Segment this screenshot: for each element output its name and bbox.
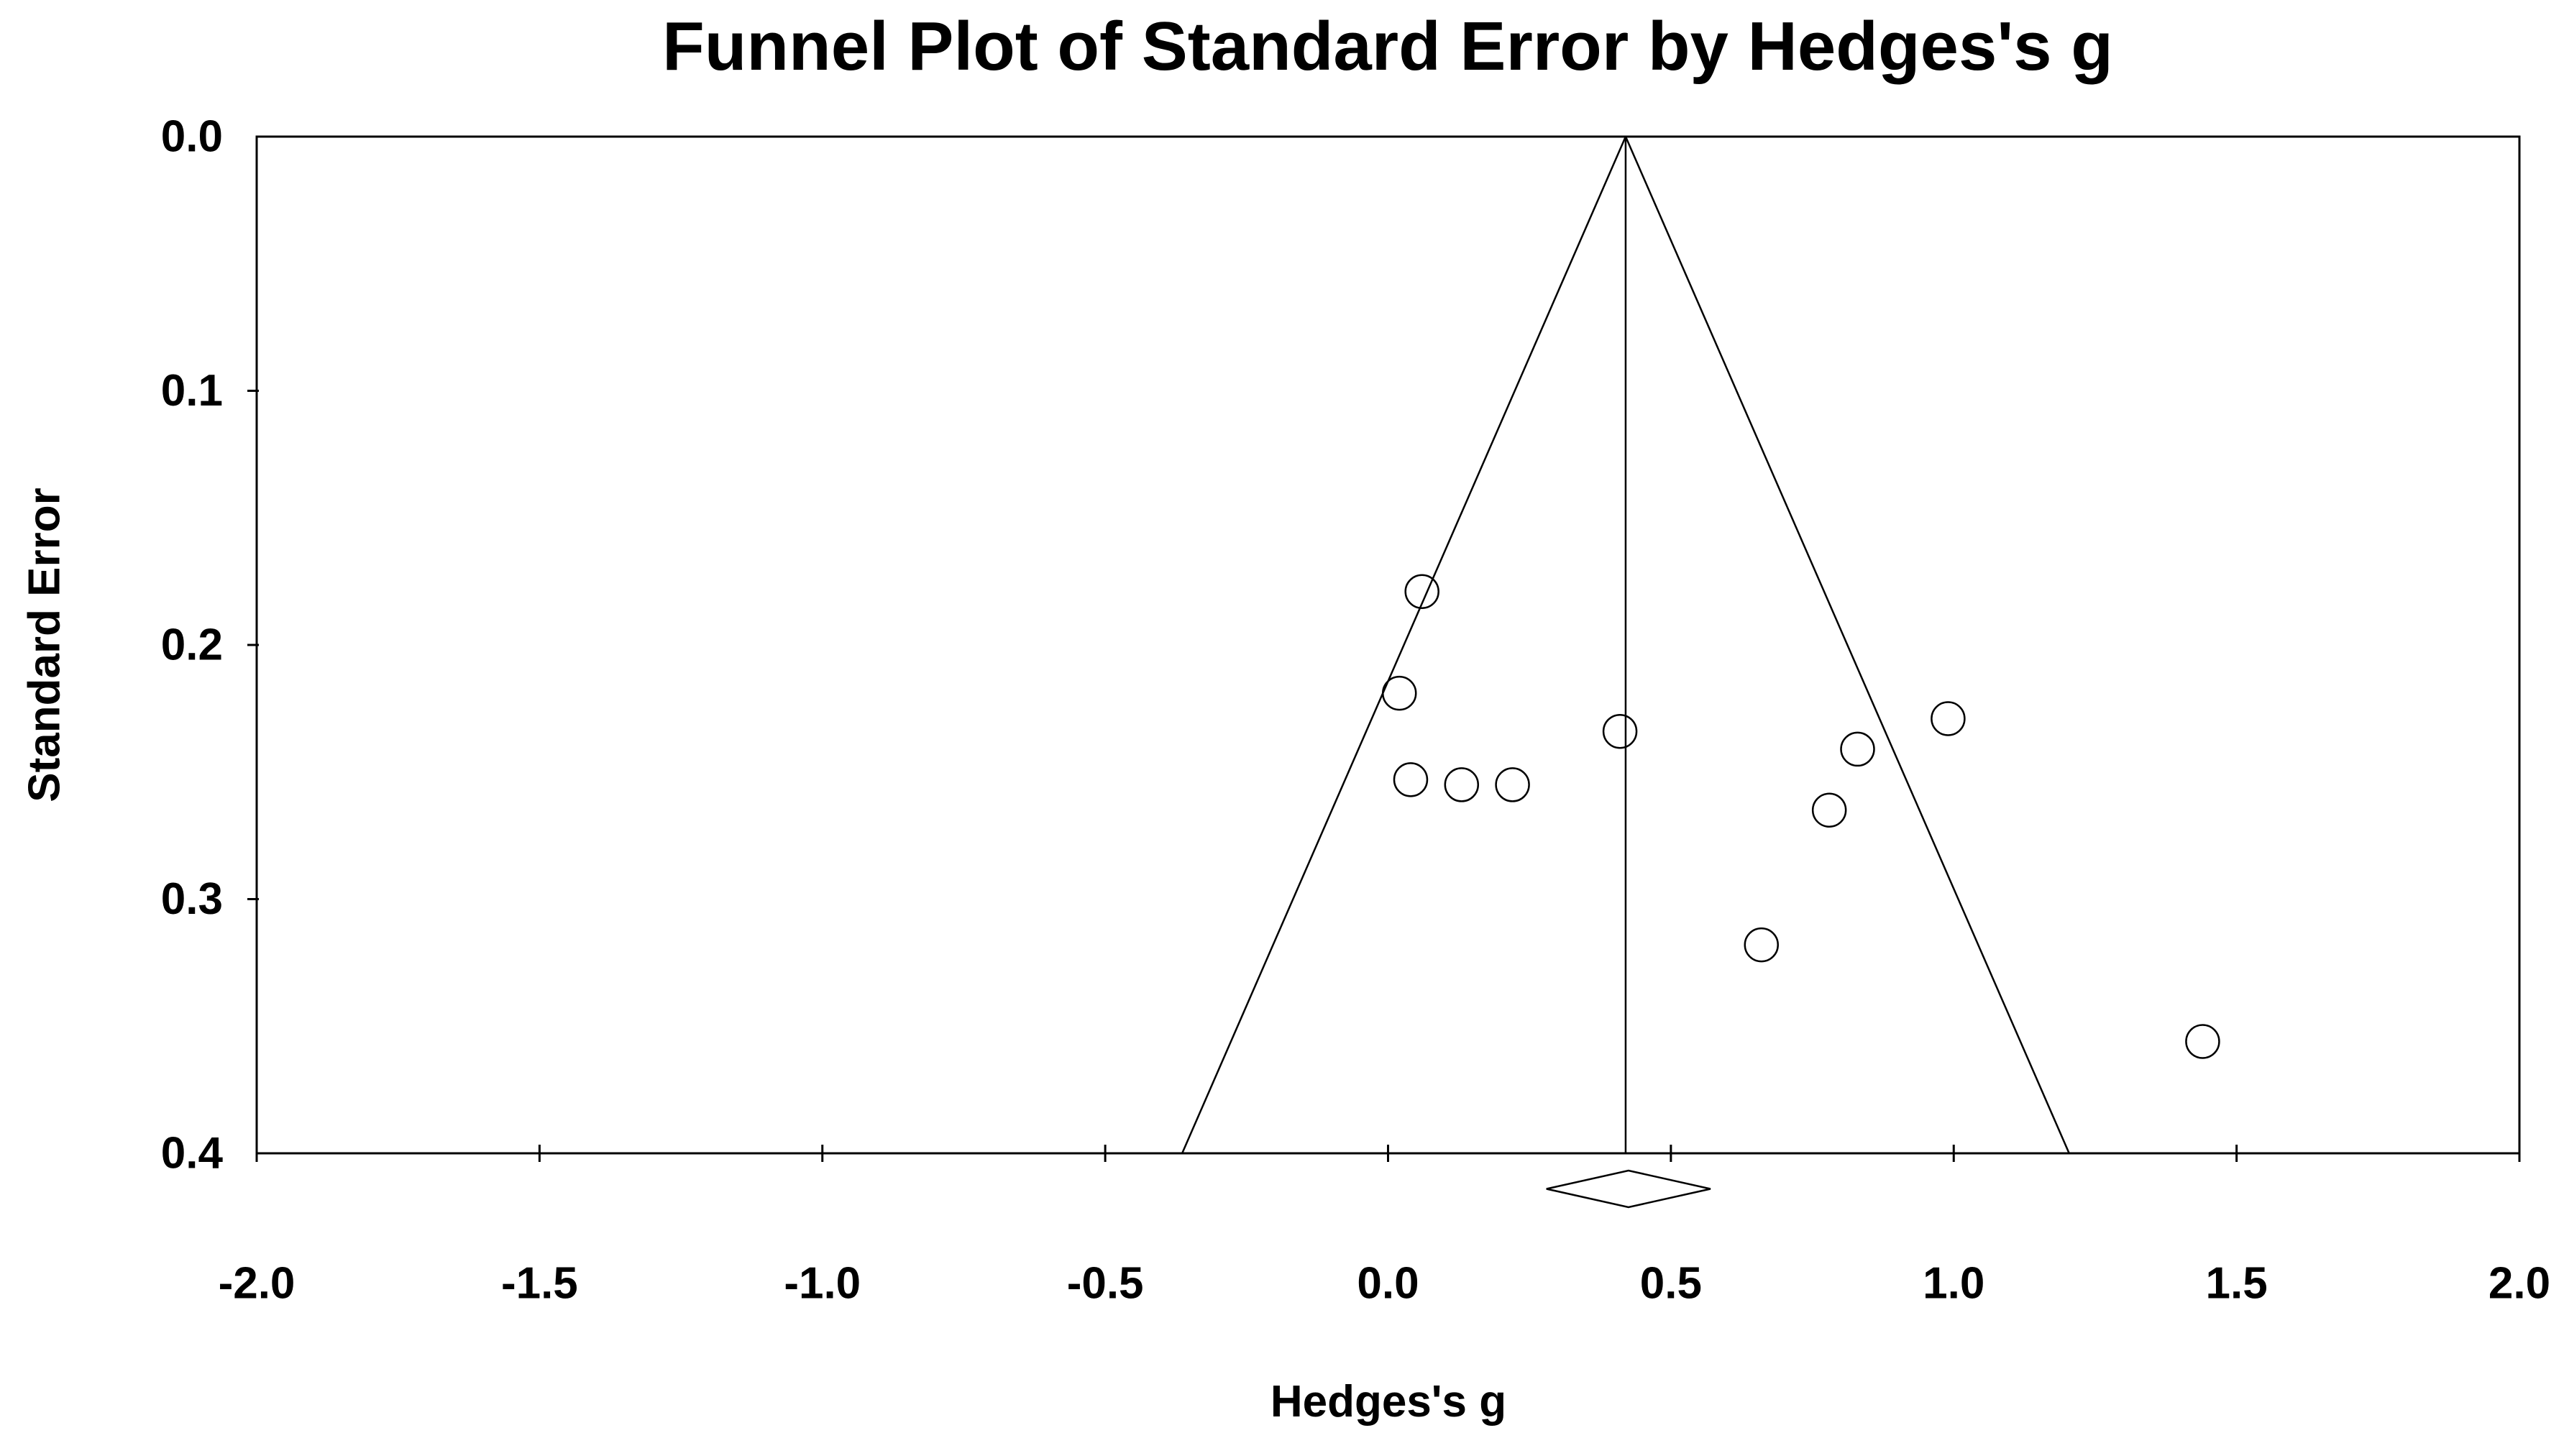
study-point (1495, 767, 1530, 802)
study-point (1744, 927, 1780, 963)
funnel-boundary-left (1181, 136, 1627, 1154)
x-tick-label: 2.0 (2489, 1259, 2550, 1309)
x-tick-label: -0.5 (1067, 1259, 1144, 1309)
funnel-boundary-right (1624, 136, 2070, 1154)
summary-diamond (1546, 1169, 1711, 1209)
y-tick-label: 0.4 (161, 1129, 224, 1178)
y-tick-label: 0.0 (161, 112, 223, 162)
summary-diamond-layer (1546, 1169, 1711, 1209)
plot-frame-layer (255, 135, 2521, 1155)
study-point (1393, 762, 1429, 797)
x-tick-label: 0.0 (1357, 1259, 1419, 1309)
study-point (1404, 574, 1439, 610)
study-points-layer (1381, 574, 2220, 1059)
study-point (2185, 1024, 2220, 1059)
y-axis-title: Standard Error (20, 487, 70, 802)
funnel-boundary-layer (1181, 136, 2070, 1154)
y-tick-label: 0.2 (161, 621, 223, 670)
chart-title: Funnel Plot of Standard Error by Hedges'… (662, 8, 2113, 85)
plot-border (255, 135, 2521, 1155)
x-tick-label: 1.0 (1923, 1259, 1984, 1309)
x-tick-label: -2.0 (219, 1259, 296, 1309)
study-point (1840, 731, 1875, 767)
x-axis-title: Hedges's g (1270, 1377, 1506, 1427)
x-tick-label: 0.5 (1640, 1259, 1702, 1309)
study-point (1444, 767, 1480, 802)
study-point (1602, 713, 1638, 749)
study-point (1381, 675, 1417, 711)
study-point (1931, 701, 1966, 736)
x-tick-label: -1.0 (784, 1259, 861, 1309)
x-tick-label: -1.5 (501, 1259, 578, 1309)
x-tick-label: 1.5 (2206, 1259, 2268, 1309)
axis-ticks-layer: -2.0 -1.5 -1.0 -0.5 0.0 0.5 1.0 1.5 2.0 0.0 0.1 0.2… (161, 112, 2550, 1309)
y-tick-label: 0.3 (161, 874, 223, 924)
study-point (1811, 792, 1847, 828)
y-tick-label: 0.1 (161, 366, 223, 416)
